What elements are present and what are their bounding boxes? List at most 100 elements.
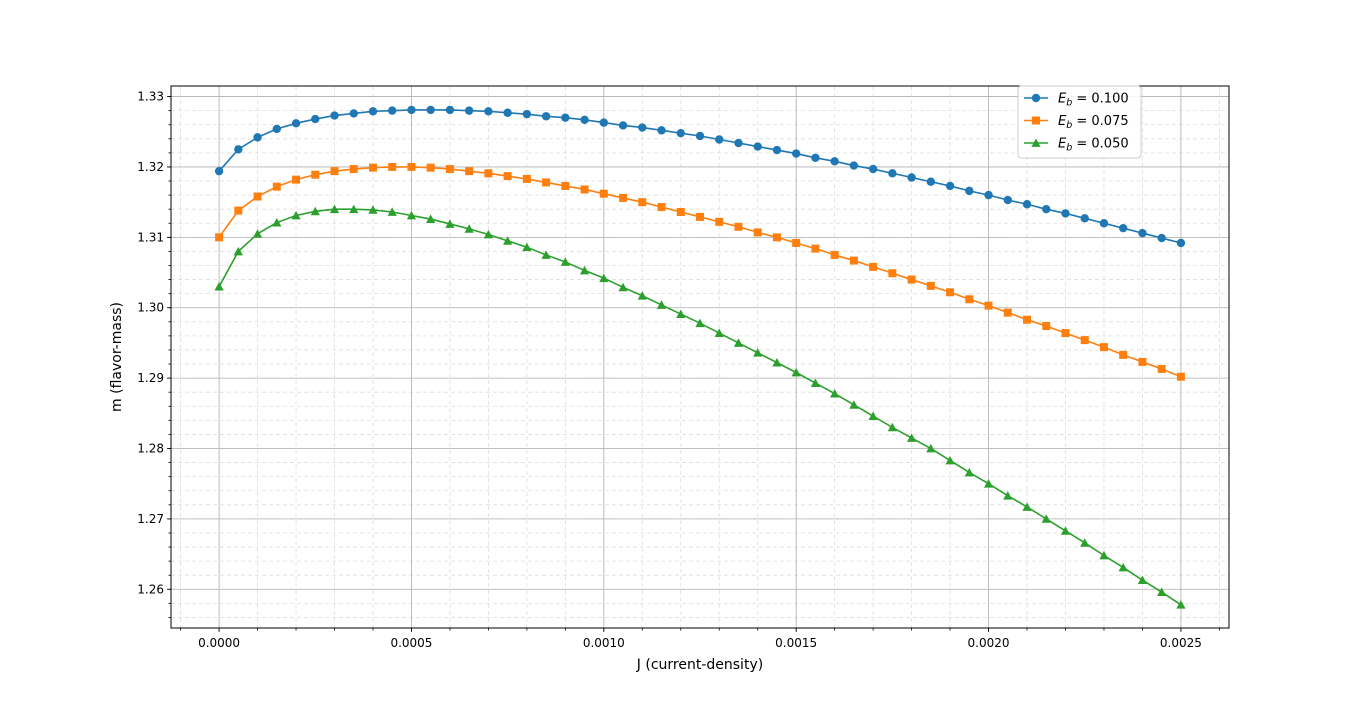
y-tick-label: 1.29 (137, 371, 164, 385)
legend-marker (1031, 93, 1041, 103)
data-point (253, 192, 262, 201)
data-point (560, 257, 570, 266)
legend-box (1017, 85, 1142, 159)
data-point (811, 244, 820, 253)
data-point (445, 165, 454, 174)
legend-label: Eb = 0.050 (1058, 137, 1129, 154)
data-point (522, 174, 531, 183)
data-point (946, 288, 955, 297)
data-point (580, 185, 589, 194)
data-point (926, 443, 936, 453)
data-point (791, 149, 801, 158)
data-point (619, 193, 628, 202)
data-point (464, 106, 474, 115)
data-point (945, 455, 955, 465)
data-point (638, 123, 647, 132)
data-point (426, 105, 435, 115)
data-point (580, 115, 589, 124)
data-point (541, 112, 551, 121)
data-point (387, 207, 397, 216)
data-point (1061, 329, 1070, 338)
data-point (849, 161, 859, 170)
y-tick-label: 1.27 (137, 512, 164, 526)
data-point (329, 204, 340, 214)
data-point (464, 224, 474, 233)
y-tick-label: 1.28 (137, 442, 164, 456)
data-point (1060, 526, 1071, 535)
y-tick-label: 1.31 (137, 230, 164, 244)
data-point (1042, 322, 1051, 331)
series-0 (214, 105, 1186, 248)
data-point (503, 172, 512, 181)
axes: 0.0000 0.0005 0.0010 0.0015 0.0020 0.0025 1.26… (137, 90, 1220, 650)
data-point (638, 198, 647, 207)
data-point (311, 170, 320, 179)
data-point (869, 262, 878, 271)
data-point (311, 114, 320, 124)
x-tick-label: 0.0015 (775, 636, 817, 650)
series-1 (215, 162, 1185, 381)
data-point (483, 229, 493, 239)
data-point (388, 106, 397, 115)
plot-series (214, 105, 1186, 609)
data-point (772, 233, 781, 242)
data-point (965, 295, 974, 304)
x-axis-label: J (current-density) (636, 657, 763, 673)
data-point (388, 162, 397, 171)
y-axis-label: m (flavor-mass) (109, 302, 125, 412)
data-point (426, 214, 436, 223)
data-point (888, 269, 897, 278)
data-point (734, 138, 743, 148)
data-point (695, 131, 705, 141)
data-point (522, 109, 532, 119)
data-point (734, 222, 743, 231)
data-point (1176, 372, 1185, 381)
data-point (618, 282, 628, 292)
legend-label: Eb = 0.100 (1058, 92, 1129, 109)
data-point (657, 126, 666, 135)
data-point (407, 162, 416, 171)
data-point (522, 242, 532, 252)
data-point (695, 318, 705, 328)
data-point (272, 217, 282, 227)
series-line (218, 166, 1182, 378)
data-point (426, 163, 435, 172)
data-point (445, 105, 455, 115)
data-point (465, 167, 474, 176)
data-point (868, 164, 878, 174)
data-point (715, 217, 724, 226)
data-point (772, 358, 782, 367)
series-2 (214, 204, 1186, 609)
data-point (618, 121, 628, 130)
data-point (541, 250, 551, 259)
data-point (830, 250, 839, 259)
legend-item: Eb = 0.075 (1024, 114, 1129, 131)
data-point (656, 300, 667, 309)
data-point (1138, 228, 1147, 238)
data-point (1080, 538, 1090, 547)
data-point (407, 105, 416, 115)
data-point (484, 169, 493, 178)
data-point (657, 203, 666, 212)
data-point (983, 479, 994, 488)
data-point (599, 189, 608, 198)
data-point (349, 204, 359, 214)
plot-frame (170, 85, 1230, 629)
data-point (811, 153, 820, 162)
data-point (907, 173, 916, 182)
data-point (1138, 357, 1147, 366)
data-point (1003, 491, 1013, 500)
data-point (849, 256, 858, 265)
data-point (715, 135, 724, 144)
data-point (676, 309, 686, 318)
legend-label: Eb = 0.075 (1058, 114, 1129, 131)
data-point (272, 124, 281, 134)
data-point (1157, 364, 1166, 373)
data-point (214, 282, 224, 291)
data-point (792, 238, 801, 247)
data-point (234, 145, 243, 154)
data-point (599, 273, 609, 283)
data-point (830, 157, 839, 166)
data-point (984, 190, 993, 200)
